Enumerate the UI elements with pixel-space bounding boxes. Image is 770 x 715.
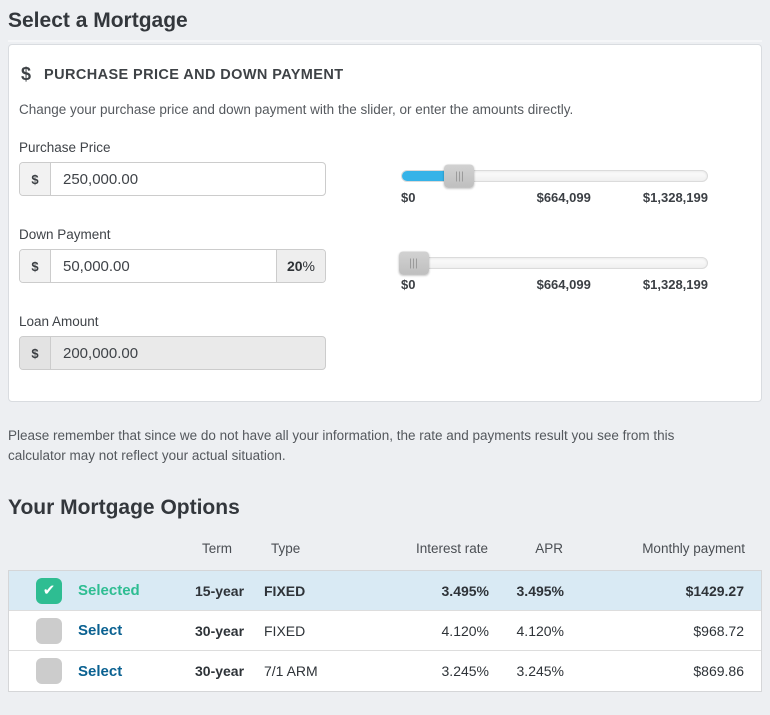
interest-rate-cell: 4.120% xyxy=(441,622,489,639)
grip-icon xyxy=(410,258,412,268)
down-payment-input[interactable] xyxy=(51,250,276,282)
monthly-payment-cell: $869.86 xyxy=(693,663,744,680)
purchase-price-slider[interactable] xyxy=(401,164,708,188)
type-cell: FIXED xyxy=(264,582,306,599)
currency-addon: $ xyxy=(20,337,51,369)
loan-amount-input-group: $ xyxy=(19,336,326,370)
slider-max-label: $1,328,199 xyxy=(642,190,708,205)
loan-amount-label: Loan Amount xyxy=(19,314,99,329)
column-header-type: Type xyxy=(271,541,301,557)
card-header-title: PURCHASE PRICE AND DOWN PAYMENT xyxy=(44,66,344,83)
loan-amount-input xyxy=(51,337,325,369)
down-payment-field: Down Payment $ 20% xyxy=(19,227,326,293)
grip-icon xyxy=(461,171,463,181)
purchase-price-input[interactable] xyxy=(51,163,325,195)
interest-rate-cell: 3.495% xyxy=(441,582,489,599)
down-payment-slider-handle[interactable] xyxy=(398,251,429,275)
purchase-price-label: Purchase Price xyxy=(19,140,111,155)
slider-min-label: $0 xyxy=(401,190,416,205)
selected-checkbox[interactable]: ✔ xyxy=(36,577,62,604)
column-header-term: Term xyxy=(202,541,232,557)
monthly-payment-cell: $1429.27 xyxy=(685,582,744,599)
row-select-label[interactable]: Select xyxy=(78,662,123,680)
loan-amount-field: Loan Amount $ xyxy=(19,314,326,370)
grip-icon xyxy=(458,171,460,181)
down-payment-row: Down Payment $ 20% $0 xyxy=(19,227,721,293)
purchase-price-slider-handle[interactable] xyxy=(444,164,475,188)
unselected-checkbox[interactable] xyxy=(36,658,62,685)
table-row: Select 30-year 7/1 ARM 3.245% 3.245% $86… xyxy=(9,651,761,692)
table-row: Select 30-year FIXED 4.120% 4.120% $968.… xyxy=(9,611,761,652)
grip-icon xyxy=(416,258,418,268)
row-select-label[interactable]: Selected xyxy=(78,582,140,600)
term-cell: 30-year xyxy=(195,622,245,639)
unselected-checkbox[interactable] xyxy=(36,617,62,644)
purchase-price-row: Purchase Price $ $0 $664,099 xyxy=(19,140,721,206)
column-header-apr: APR xyxy=(535,541,563,557)
currency-addon: $ xyxy=(20,250,51,282)
column-header-monthly-payment: Monthly payment xyxy=(642,541,745,557)
disclaimer-text: Please remember that since we do not hav… xyxy=(8,428,675,463)
type-cell: 7/1 ARM xyxy=(264,663,318,680)
grip-icon xyxy=(413,258,415,268)
slider-min-label: $0 xyxy=(401,277,416,292)
card-header: $ PURCHASE PRICE AND DOWN PAYMENT xyxy=(19,64,721,85)
apr-cell: 4.120% xyxy=(516,622,564,639)
down-payment-percent-addon: 20% xyxy=(275,250,325,282)
column-header-interest-rate: Interest rate xyxy=(415,541,488,557)
slider-max-label: $1,328,199 xyxy=(642,277,708,292)
monthly-payment-cell: $968.72 xyxy=(693,622,744,639)
interest-rate-cell: 3.245% xyxy=(441,663,489,680)
currency-addon: $ xyxy=(20,163,51,195)
purchase-price-slider-area: $0 $664,099 $1,328,199 xyxy=(401,140,708,206)
apr-cell: 3.245% xyxy=(516,663,564,680)
table-row: ✔ Selected 15-year FIXED 3.495% 3.495% $… xyxy=(9,571,761,612)
down-payment-label: Down Payment xyxy=(19,227,111,242)
percent-value: 20 xyxy=(286,258,303,274)
down-payment-slider-area: $0 $664,099 $1,328,199 xyxy=(398,227,708,293)
loan-amount-row: Loan Amount $ xyxy=(19,314,721,370)
grip-icon xyxy=(455,171,457,181)
row-select-label[interactable]: Select xyxy=(78,622,123,640)
table-body: ✔ Selected 15-year FIXED 3.495% 3.495% $… xyxy=(8,570,762,693)
purchase-price-input-group: $ xyxy=(19,162,326,196)
slider-mid-label: $664,099 xyxy=(536,190,591,205)
slider-mid-label: $664,099 xyxy=(536,277,591,292)
slider-scale-labels: $0 $664,099 $1,328,199 xyxy=(401,190,708,206)
type-cell: FIXED xyxy=(264,622,306,639)
page-title: Select a Mortgage xyxy=(8,0,762,42)
check-icon: ✔ xyxy=(42,582,56,600)
table-header: Term Type Interest rate APR Monthly paym… xyxy=(8,537,762,570)
purchase-price-field: Purchase Price $ xyxy=(19,140,326,206)
card-description: Change your purchase price and down paym… xyxy=(19,102,574,117)
dollar-icon: $ xyxy=(21,64,32,84)
slider-scale-labels: $0 $664,099 $1,328,199 xyxy=(401,277,708,293)
page: Select a Mortgage $ PURCHASE PRICE AND D… xyxy=(8,0,762,693)
down-payment-slider[interactable] xyxy=(398,251,708,275)
term-cell: 15-year xyxy=(195,582,245,599)
down-payment-input-group: $ 20% xyxy=(19,249,326,283)
percent-sign: % xyxy=(302,258,315,274)
purchase-card: $ PURCHASE PRICE AND DOWN PAYMENT Change… xyxy=(8,44,762,402)
slider-fill xyxy=(402,171,460,181)
apr-cell: 3.495% xyxy=(516,582,564,599)
mortgage-options-table: Term Type Interest rate APR Monthly paym… xyxy=(8,537,762,693)
options-title: Your Mortgage Options xyxy=(8,496,240,520)
term-cell: 30-year xyxy=(195,663,245,680)
